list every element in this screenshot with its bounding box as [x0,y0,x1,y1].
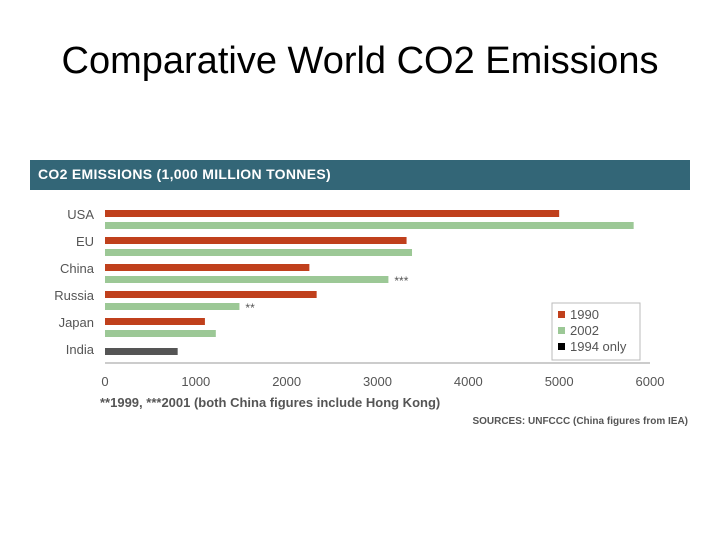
bar-russia-2002 [105,303,240,310]
bar-india-1994-only [105,348,178,355]
legend-label-1990: 1990 [570,307,599,322]
category-label-usa: USA [67,207,94,222]
annotation-russia: ** [245,301,255,315]
category-label-china: China [60,261,95,276]
chart-title: CO2 EMISSIONS (1,000 MILLION TONNES) [38,166,331,182]
slide-title: Comparative World CO2 Emissions [61,40,659,82]
bar-eu-1990 [105,237,407,244]
legend-swatch-1994-only [558,343,565,350]
legend-box [551,302,641,361]
bar-russia-1990 [105,291,317,298]
x-tick-label-4000: 4000 [454,374,483,389]
category-label-india: India [66,342,95,357]
category-label-japan: Japan [59,315,94,330]
x-tick-label-2000: 2000 [272,374,301,389]
bar-japan-2002 [105,330,216,337]
legend-swatch-2002 [558,327,565,334]
x-tick-label-5000: 5000 [545,374,574,389]
bar-usa-2002 [105,222,634,229]
footnote: **1999, ***2001 (both China figures incl… [100,395,440,410]
legend-swatch-1990 [558,311,565,318]
x-tick-label-0: 0 [101,374,108,389]
chart-container: CO2 EMISSIONS (1,000 MILLION TONNES) USA… [30,160,690,435]
legend-label-2002: 2002 [570,323,599,338]
bar-japan-1990 [105,318,205,325]
x-tick-label-1000: 1000 [181,374,210,389]
bar-china-1990 [105,264,310,271]
bar-eu-2002 [105,249,413,256]
x-tick-label-3000: 3000 [363,374,392,389]
chart-header: CO2 EMISSIONS (1,000 MILLION TONNES) [30,160,690,190]
bar-usa-1990 [105,210,560,217]
source-note: SOURCES: UNFCCC (China figures from IEA) [472,416,688,427]
category-label-eu: EU [76,234,94,249]
category-label-russia: Russia [54,288,95,303]
x-tick-label-6000: 6000 [636,374,665,389]
legend-label-1994-only: 1994 only [570,339,627,354]
annotation-china: *** [394,274,408,288]
bar-china-2002 [105,276,389,283]
